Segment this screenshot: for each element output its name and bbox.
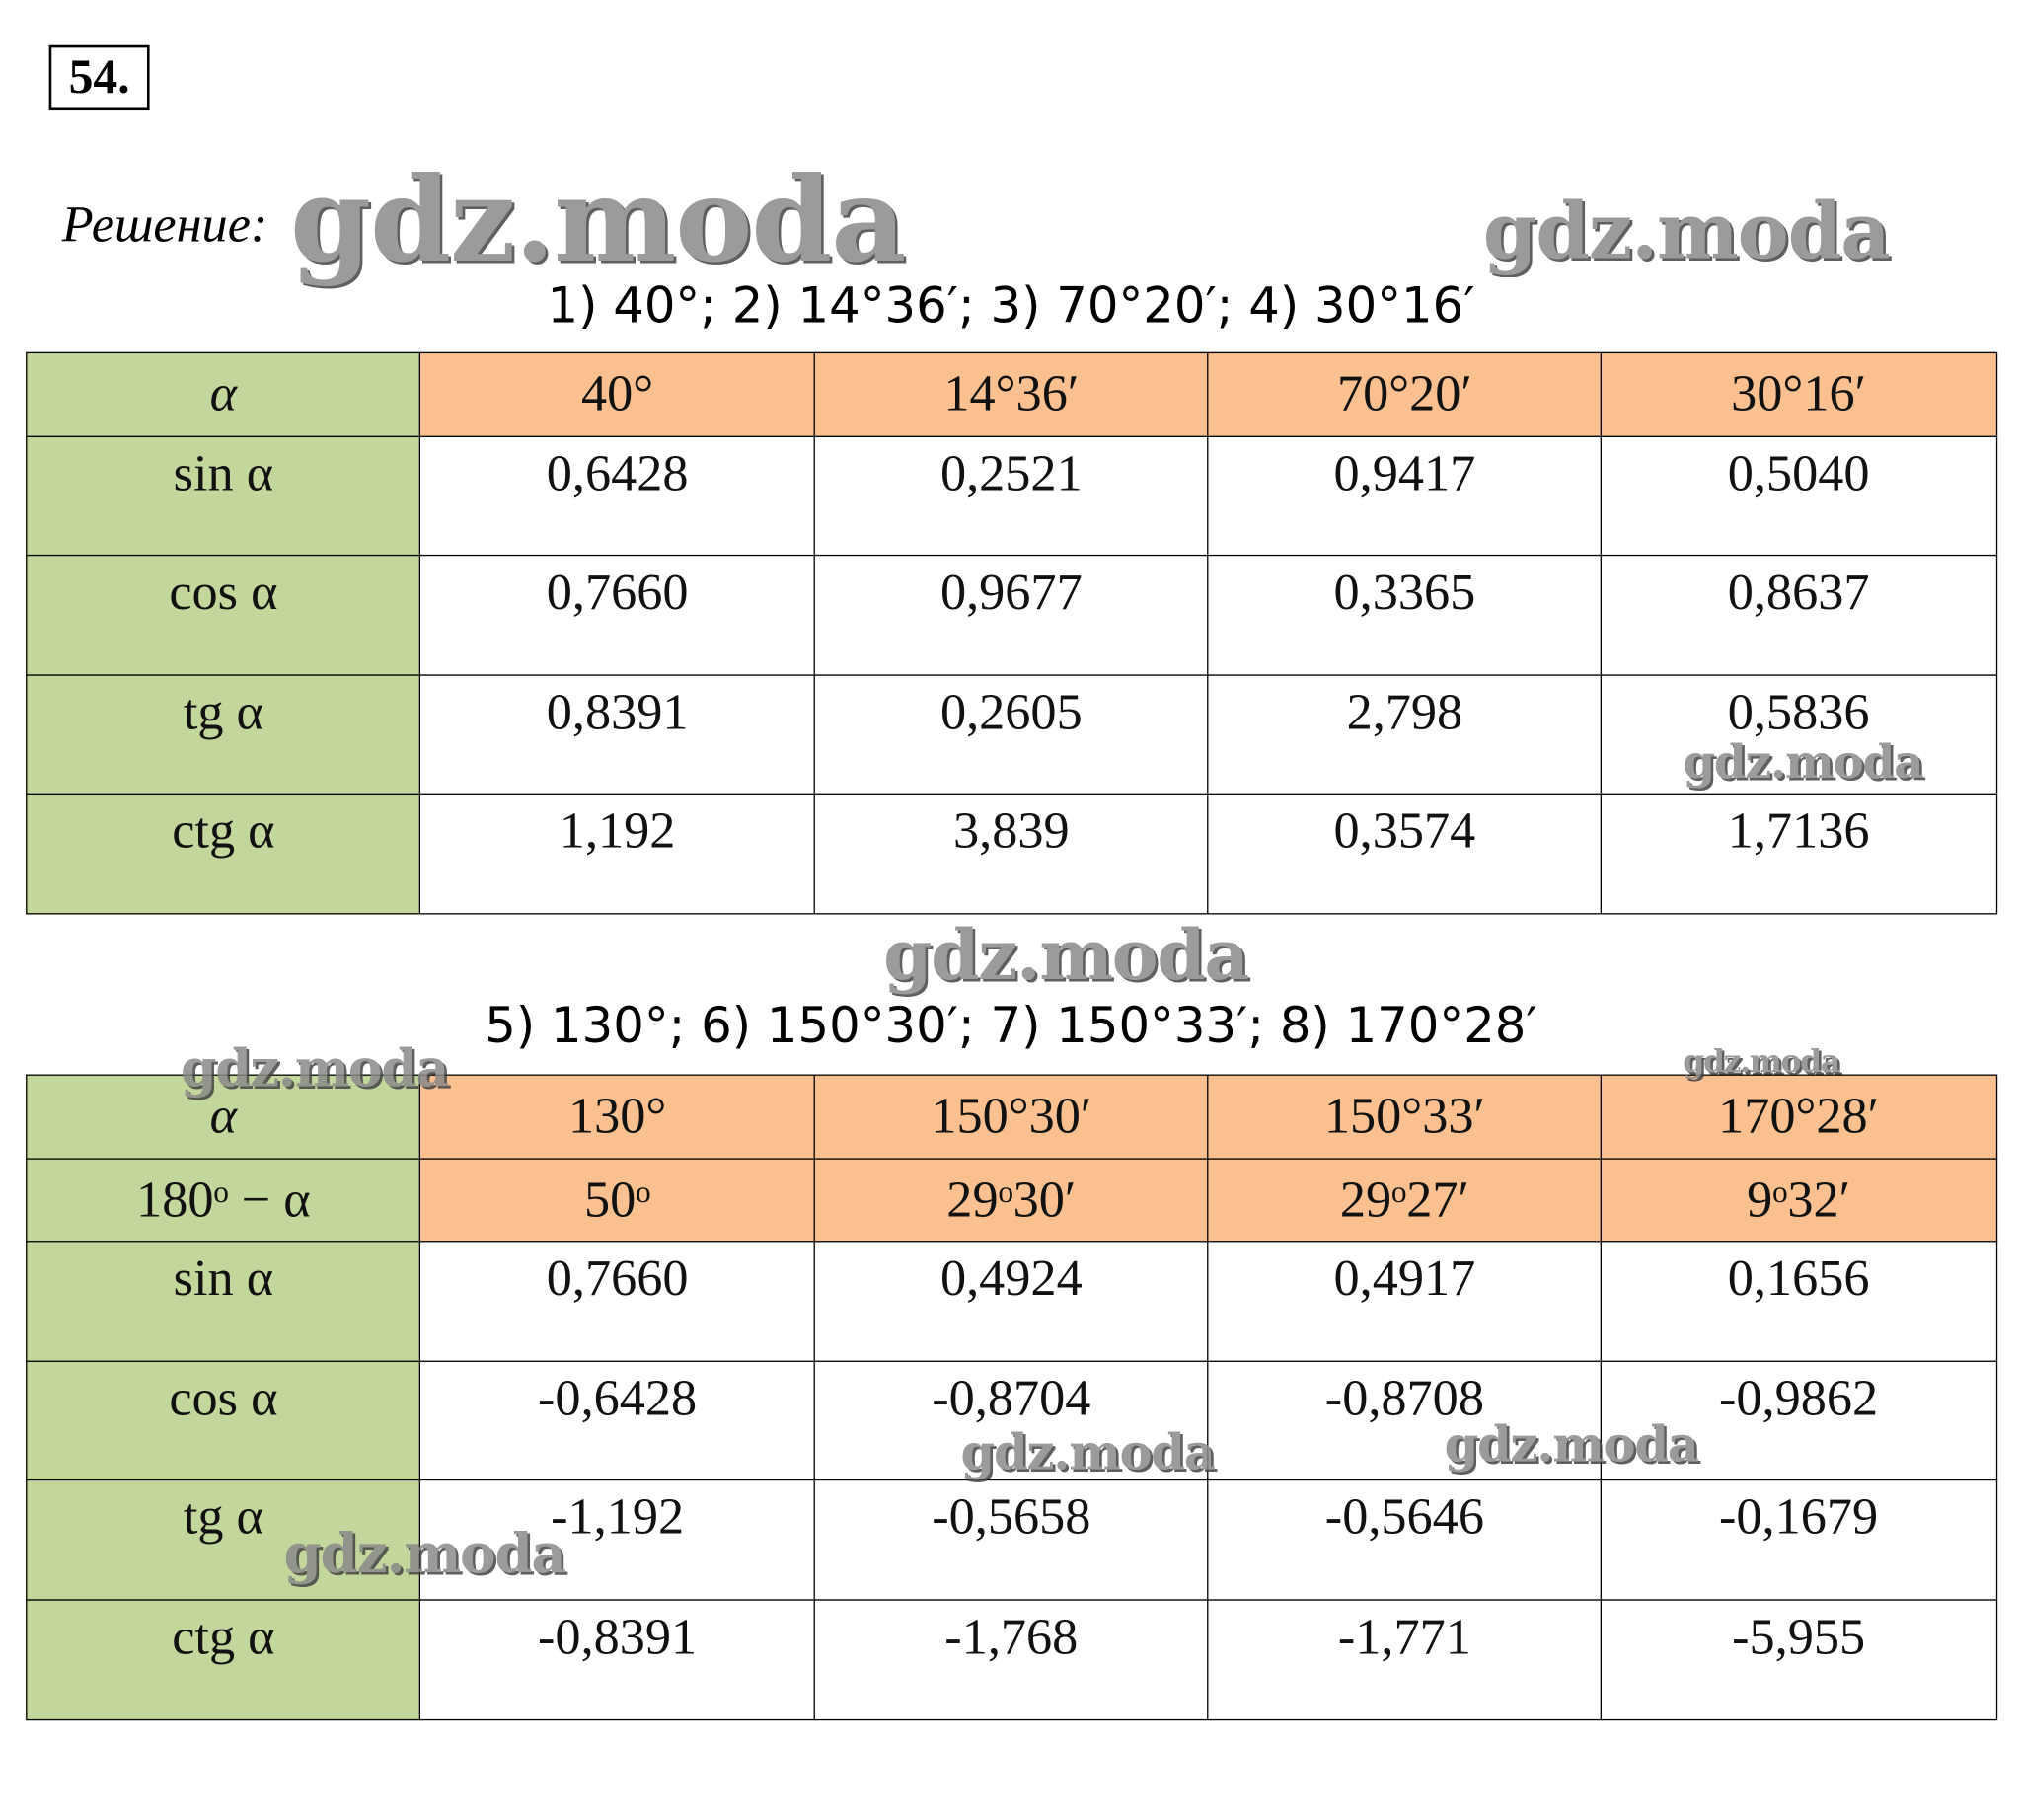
- watermark: gdz.moda: [283, 1521, 566, 1586]
- value-cell: 2,798: [1207, 673, 1603, 796]
- row-header-cell: ctg α: [26, 793, 421, 915]
- value-cell: -0,1679: [1600, 1479, 1997, 1601]
- header-cell: 29ᵒ30′: [813, 1157, 1210, 1244]
- value-cell: 0,7660: [418, 554, 816, 676]
- value-cell: -1,768: [813, 1598, 1210, 1720]
- row-header-cell: sin α: [26, 435, 421, 557]
- header-cell: 170°28′: [1600, 1074, 1997, 1160]
- row-header-cell: 180ᵒ − α: [26, 1157, 421, 1244]
- watermark: gdz.moda: [290, 152, 906, 289]
- row-header-cell: α: [26, 1074, 421, 1160]
- value-cell: 0,4917: [1207, 1241, 1603, 1362]
- header-cell: 40°: [418, 351, 816, 437]
- value-cell: 1,7136: [1600, 793, 1997, 915]
- value-cell: 0,7660: [418, 1241, 816, 1362]
- value-cell: 0,2521: [813, 435, 1210, 557]
- value-cell: -5,955: [1600, 1598, 1997, 1720]
- row-header-cell: cos α: [26, 1359, 421, 1481]
- value-cell: -1,771: [1207, 1598, 1603, 1720]
- value-cell: -0,8391: [418, 1598, 816, 1720]
- row-header-cell: ctg α: [26, 1598, 421, 1720]
- value-cell: -0,8708: [1207, 1359, 1603, 1481]
- row-header-cell: tg α: [26, 673, 421, 796]
- value-cell: 0,5040: [1600, 435, 1997, 557]
- value-cell: 0,4924: [813, 1241, 1210, 1362]
- header-cell: 50ᵒ: [418, 1157, 816, 1244]
- value-cell: -0,5658: [813, 1479, 1210, 1601]
- watermark: gdz.moda: [1482, 187, 1891, 277]
- header-cell: 30°16′: [1600, 351, 1997, 437]
- watermark: gdz.moda: [1683, 1041, 1840, 1080]
- table-caption: 1) 40°; 2) 14°36′; 3) 70°20′; 4) 30°16′: [547, 276, 1475, 335]
- watermark: gdz.moda: [180, 1037, 449, 1100]
- header-cell: 29ᵒ27′: [1207, 1157, 1603, 1244]
- row-header-cell: α: [26, 351, 421, 437]
- solution-label: Решение:: [61, 194, 268, 254]
- value-cell: 0,9677: [813, 554, 1210, 676]
- row-header-cell: cos α: [26, 554, 421, 676]
- value-cell: 0,3574: [1207, 793, 1603, 915]
- value-cell: 0,8637: [1600, 554, 1997, 676]
- row-header-cell: sin α: [26, 1241, 421, 1362]
- value-cell: 0,2605: [813, 673, 1210, 796]
- value-cell: 0,5836: [1600, 673, 1997, 796]
- header-cell: 14°36′: [813, 351, 1210, 437]
- watermark: gdz.moda: [883, 913, 1249, 996]
- value-cell: -1,192: [418, 1479, 816, 1601]
- watermark: gdz.moda: [960, 1422, 1216, 1481]
- row-header-cell: tg α: [26, 1479, 421, 1601]
- table-caption: 5) 130°; 6) 150°30′; 7) 150°33′; 8) 170°…: [485, 997, 1537, 1054]
- header-cell: 150°33′: [1207, 1074, 1603, 1160]
- value-cell: 0,9417: [1207, 435, 1603, 557]
- problem-number: 54.: [48, 44, 150, 111]
- value-cell: -0,9862: [1600, 1359, 1997, 1481]
- value-cell: -0,5646: [1207, 1479, 1603, 1601]
- header-cell: 130°: [418, 1074, 816, 1160]
- watermark: gdz.moda: [1444, 1414, 1699, 1474]
- watermark: gdz.moda: [1683, 734, 1923, 790]
- value-cell: 3,839: [813, 793, 1210, 915]
- value-cell: 0,6428: [418, 435, 816, 557]
- header-cell: 9ᵒ32′: [1600, 1157, 1997, 1244]
- value-cell: 1,192: [418, 793, 816, 915]
- header-cell: 150°30′: [813, 1074, 1210, 1160]
- value-cell: 0,1656: [1600, 1241, 1997, 1362]
- value-cell: -0,6428: [418, 1359, 816, 1481]
- value-cell: 0,3365: [1207, 554, 1603, 676]
- value-cell: 0,8391: [418, 673, 816, 796]
- header-cell: 70°20′: [1207, 351, 1603, 437]
